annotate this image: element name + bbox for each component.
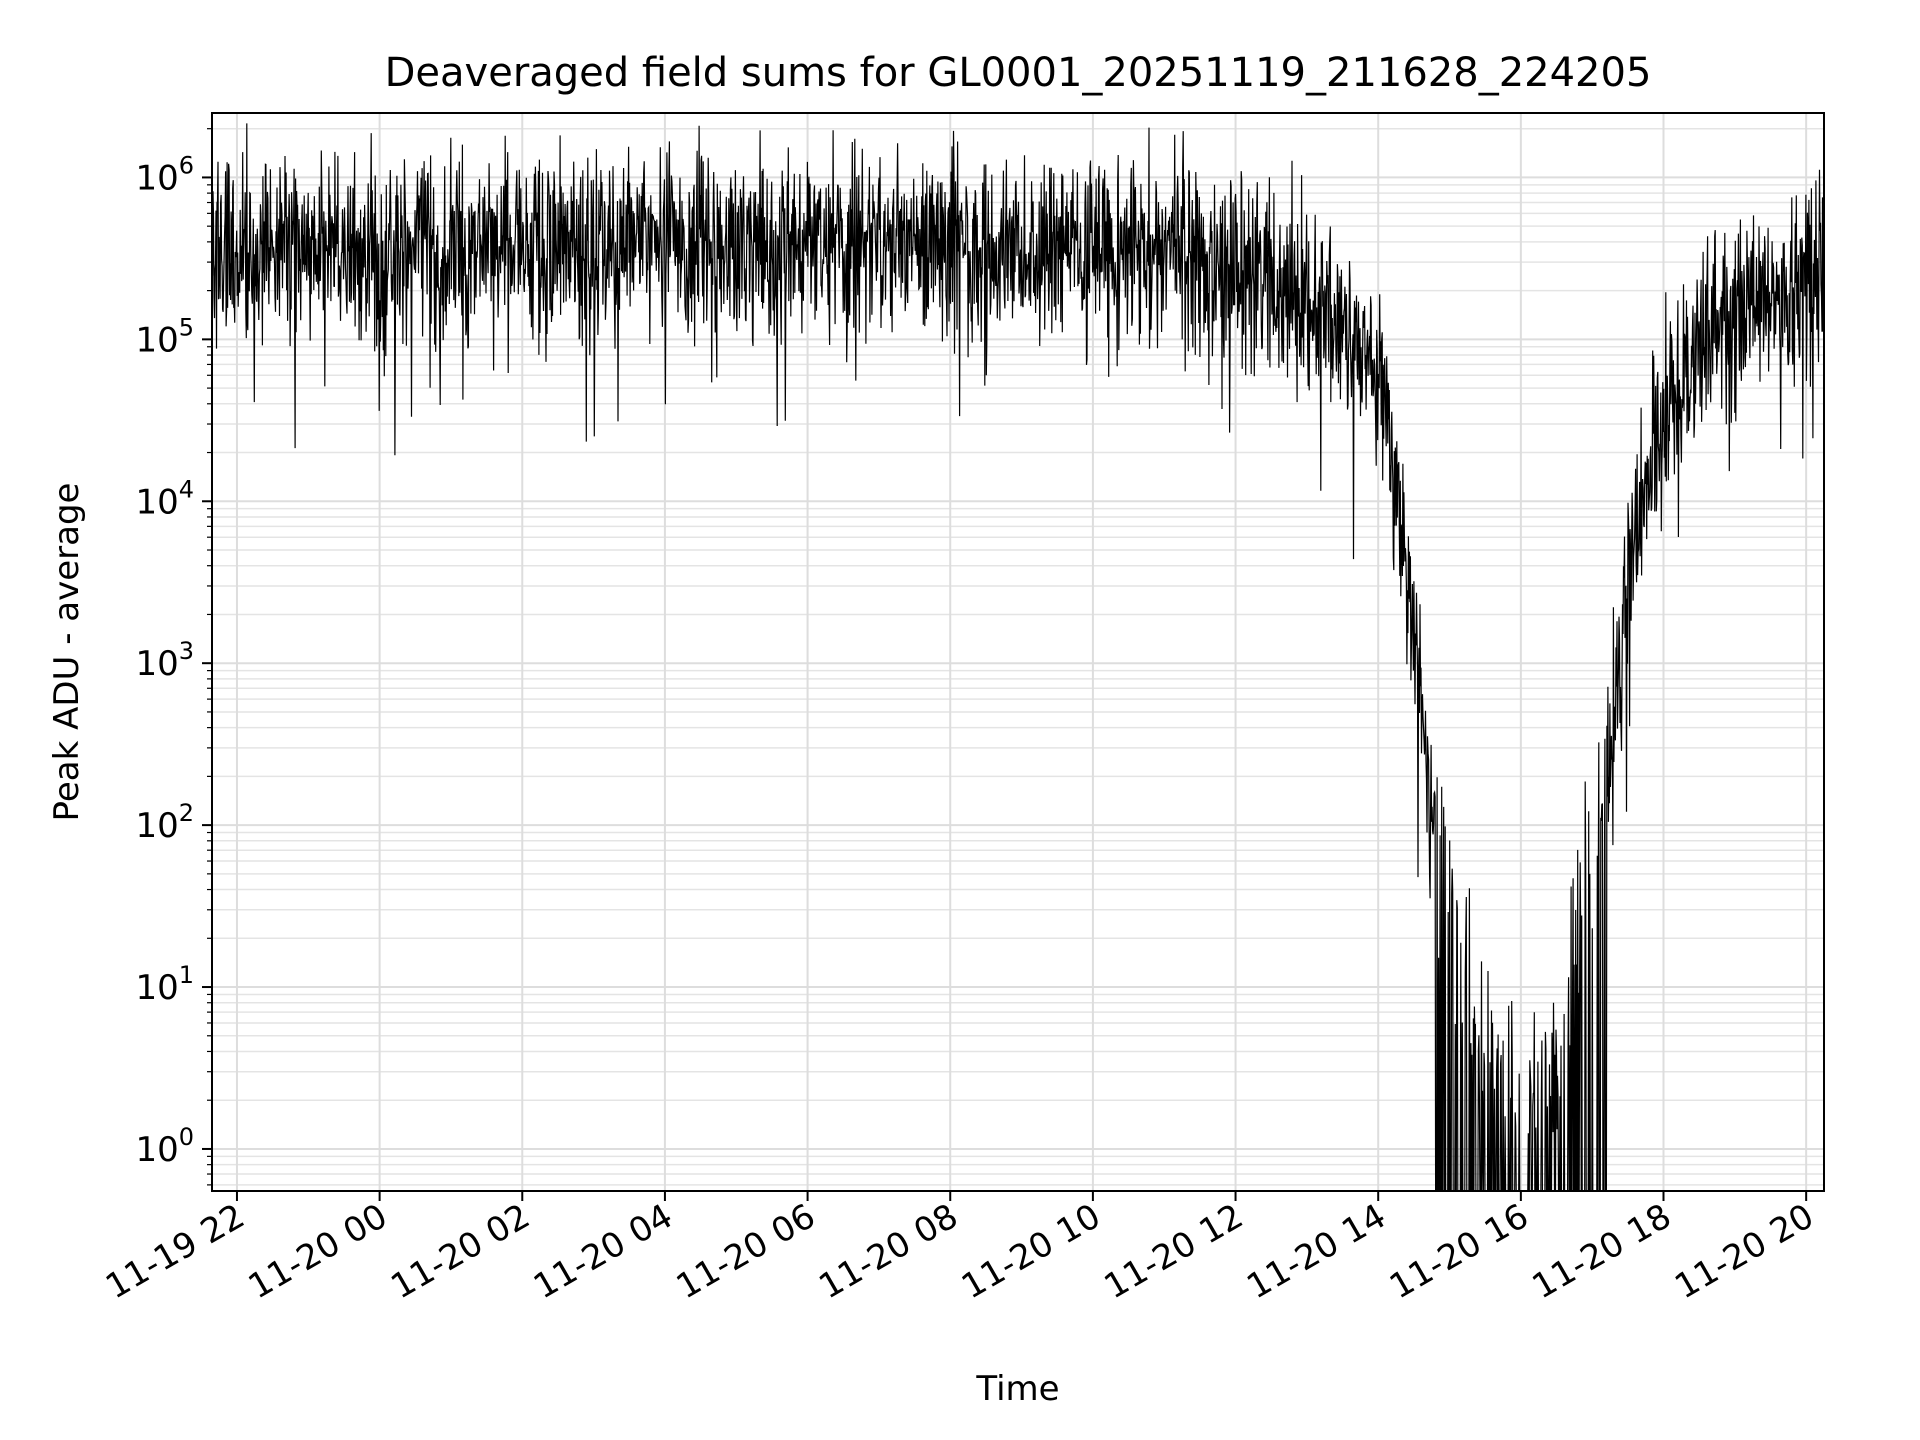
y-tick-label: 103 [135, 637, 194, 684]
x-tick-label: 11-20 06 [670, 1196, 822, 1307]
y-tick-label: 104 [135, 475, 194, 522]
x-tick-label: 11-20 08 [812, 1196, 964, 1307]
x-tick-label: 11-19 22 [99, 1196, 251, 1307]
x-tick-label: 11-20 04 [527, 1196, 679, 1307]
y-tick-label: 105 [135, 313, 194, 360]
y-tick-label: 101 [135, 961, 194, 1008]
plot-frame [211, 112, 1825, 1192]
x-tick-label: 11-20 18 [1526, 1196, 1678, 1307]
x-tick-label: 11-20 14 [1240, 1196, 1392, 1307]
x-tick-label: 11-20 12 [1098, 1196, 1250, 1307]
x-tick-label: 11-20 00 [242, 1196, 394, 1307]
y-tick-label: 106 [135, 151, 194, 198]
x-tick-label: 11-20 10 [955, 1196, 1107, 1307]
x-axis-label: Time [975, 1369, 1059, 1409]
x-tick-label: 11-20 16 [1383, 1196, 1535, 1307]
chart-title: Deaveraged field sums for GL0001_2025111… [385, 50, 1652, 96]
y-tick-label: 100 [135, 1123, 194, 1170]
series-line [211, 123, 1825, 1192]
y-axis: 100 101 102 103 104 105 106 [135, 128, 212, 1186]
x-tick-label: 11-20 02 [384, 1196, 536, 1307]
y-tick-label: 102 [135, 799, 194, 846]
y-axis-label: Peak ADU - average [47, 483, 87, 822]
data-series [211, 123, 1825, 1192]
x-tick-label: 11-20 20 [1668, 1196, 1820, 1307]
